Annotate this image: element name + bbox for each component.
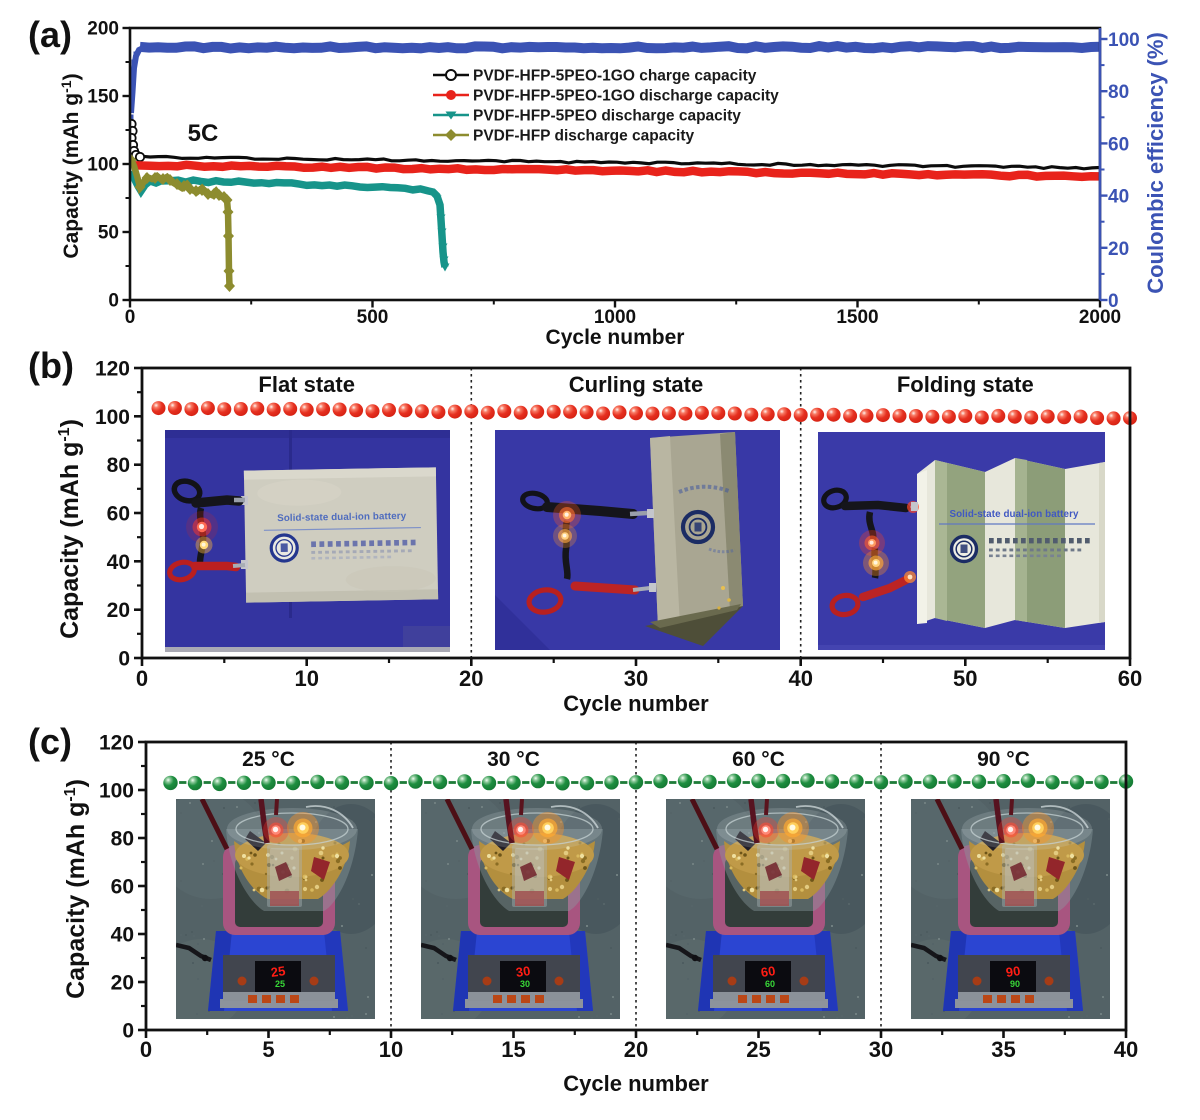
svg-text:PVDF-HFP-5PEO-1GO charge capac: PVDF-HFP-5PEO-1GO charge capacity: [473, 68, 757, 85]
svg-text:40: 40: [788, 666, 812, 691]
svg-text:100: 100: [87, 155, 119, 176]
svg-text:25 °C: 25 °C: [242, 748, 295, 771]
svg-text:Flat state: Flat state: [258, 372, 355, 397]
svg-text:40: 40: [111, 924, 134, 947]
svg-text:Capacity (mAh g-1): Capacity (mAh g-1): [58, 73, 83, 258]
svg-text:60: 60: [111, 876, 134, 899]
svg-text:15: 15: [501, 1037, 525, 1062]
svg-text:20: 20: [1108, 239, 1129, 260]
svg-text:Cycle number: Cycle number: [546, 326, 685, 349]
svg-text:120: 120: [95, 358, 130, 381]
svg-text:100: 100: [1108, 30, 1140, 51]
svg-text:0: 0: [118, 648, 130, 671]
svg-text:25: 25: [270, 963, 286, 980]
svg-text:80: 80: [107, 454, 130, 477]
svg-text:10: 10: [379, 1037, 403, 1062]
svg-text:5: 5: [262, 1037, 274, 1062]
svg-text:40: 40: [107, 551, 130, 574]
svg-text:0: 0: [108, 291, 119, 312]
svg-text:0: 0: [1108, 291, 1119, 312]
svg-text:60: 60: [1108, 134, 1129, 155]
svg-text:90 °C: 90 °C: [977, 748, 1030, 771]
svg-text:5C: 5C: [188, 120, 219, 147]
svg-text:100: 100: [99, 780, 134, 803]
svg-text:150: 150: [87, 87, 119, 108]
svg-text:PVDF-HFP discharge capacity: PVDF-HFP discharge capacity: [473, 128, 694, 145]
svg-text:Solid-state dual-ion battery: Solid-state dual-ion battery: [949, 509, 1079, 520]
svg-text:120: 120: [99, 732, 134, 755]
svg-text:35: 35: [991, 1037, 1015, 1062]
svg-text:PVDF-HFP-5PEO discharge capaci: PVDF-HFP-5PEO discharge capacity: [473, 108, 741, 125]
svg-text:20: 20: [459, 666, 483, 691]
svg-text:80: 80: [111, 828, 134, 851]
svg-text:30 °C: 30 °C: [487, 748, 540, 771]
svg-text:20: 20: [107, 599, 130, 622]
svg-text:30: 30: [869, 1037, 893, 1062]
svg-text:20: 20: [111, 972, 134, 995]
svg-text:10: 10: [294, 666, 318, 691]
svg-text:Solid-state dual-ion battery: Solid-state dual-ion battery: [277, 511, 407, 524]
svg-text:60: 60: [760, 963, 776, 980]
svg-text:0: 0: [136, 666, 148, 691]
svg-text:90: 90: [1005, 963, 1021, 980]
svg-text:(c): (c): [28, 721, 72, 762]
svg-text:0: 0: [122, 1020, 134, 1043]
svg-text:50: 50: [953, 666, 977, 691]
svg-text:60 °C: 60 °C: [732, 748, 785, 771]
svg-text:500: 500: [357, 307, 389, 328]
svg-text:1000: 1000: [594, 307, 636, 328]
svg-text:30: 30: [624, 666, 648, 691]
svg-text:90: 90: [1010, 979, 1020, 989]
svg-text:Cycle number: Cycle number: [563, 691, 709, 716]
svg-text:60: 60: [1118, 666, 1142, 691]
svg-text:30: 30: [515, 963, 531, 980]
svg-text:40: 40: [1114, 1037, 1138, 1062]
svg-text:80: 80: [1108, 82, 1129, 103]
svg-text:Folding state: Folding state: [897, 372, 1034, 397]
svg-text:(b): (b): [28, 345, 74, 386]
svg-text:200: 200: [87, 19, 119, 40]
svg-text:60: 60: [107, 503, 130, 526]
svg-text:0: 0: [125, 307, 136, 328]
svg-text:Coulombic efficiency (%): Coulombic efficiency (%): [1143, 32, 1168, 294]
svg-text:1500: 1500: [836, 307, 878, 328]
svg-text:25: 25: [275, 979, 285, 989]
svg-text:Capacity (mAh g-1): Capacity (mAh g-1): [56, 419, 84, 639]
svg-text:2000: 2000: [1079, 307, 1121, 328]
svg-text:20: 20: [624, 1037, 648, 1062]
svg-text:30: 30: [520, 979, 530, 989]
svg-text:Cycle number: Cycle number: [563, 1071, 709, 1096]
svg-text:60: 60: [765, 979, 775, 989]
svg-text:100: 100: [95, 406, 130, 429]
svg-text:50: 50: [98, 223, 119, 244]
svg-text:(a): (a): [28, 14, 72, 55]
svg-text:PVDF-HFP-5PEO-1GO discharge ca: PVDF-HFP-5PEO-1GO discharge capacity: [473, 88, 779, 105]
svg-text:Curling state: Curling state: [569, 372, 703, 397]
svg-text:25: 25: [746, 1037, 770, 1062]
svg-text:0: 0: [140, 1037, 152, 1062]
svg-text:40: 40: [1108, 187, 1129, 208]
svg-text:Capacity (mAh g-1): Capacity (mAh g-1): [62, 779, 90, 999]
